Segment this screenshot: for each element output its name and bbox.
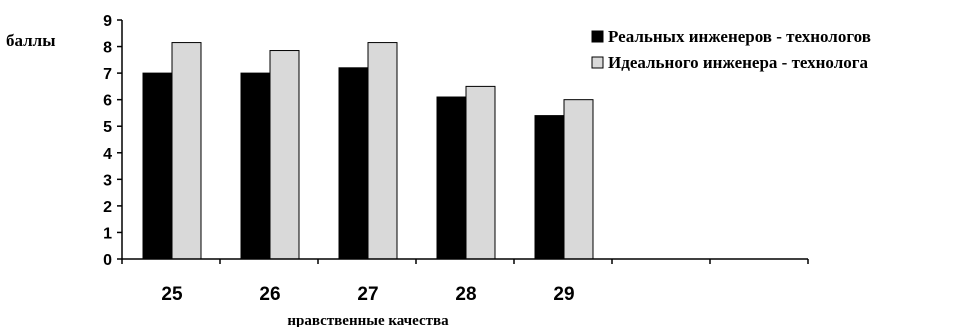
legend-label-ideal: Идеального инженера - технолога [608, 53, 868, 72]
bar-ideal-26 [269, 50, 300, 260]
y-axis-label: баллы [6, 31, 56, 50]
bar-real-25 [142, 72, 173, 260]
legend-swatch-ideal [591, 56, 604, 69]
bar-ideal-28 [465, 85, 496, 260]
x-tick-label: 26 [259, 284, 280, 305]
bar-ideal-29 [563, 99, 594, 260]
y-axis-ticks: 0 1 2 3 4 5 6 7 8 9 [103, 13, 122, 269]
y-tick-label: 6 [103, 93, 112, 110]
bars [142, 42, 594, 260]
y-tick-label: 7 [103, 66, 112, 83]
bar-ideal-25 [171, 42, 202, 260]
bar-ideal-27 [367, 42, 398, 260]
bar-real-27 [338, 67, 369, 260]
bar-real-29 [534, 115, 565, 260]
y-tick-label: 5 [103, 119, 112, 136]
x-axis-label: нравственные качества [287, 313, 449, 327]
legend-swatch-real [591, 30, 604, 43]
x-axis-ticks: 25 26 27 28 29 [121, 259, 809, 305]
legend: Реальных инженеров - технологов Идеально… [591, 27, 871, 72]
x-tick-label: 27 [357, 284, 378, 305]
bar-real-26 [240, 72, 271, 260]
x-tick-label: 29 [553, 284, 574, 305]
y-tick-label: 0 [103, 252, 112, 269]
y-tick-label: 1 [103, 225, 112, 242]
y-tick-label: 4 [103, 146, 112, 163]
x-tick-label: 28 [455, 284, 476, 305]
y-tick-label: 2 [103, 199, 112, 216]
bar-real-28 [436, 96, 467, 260]
x-tick-label: 25 [161, 284, 183, 305]
y-tick-label: 8 [103, 40, 112, 57]
y-tick-label: 9 [103, 13, 112, 30]
legend-label-real: Реальных инженеров - технологов [608, 27, 871, 46]
y-tick-label: 3 [103, 172, 112, 189]
